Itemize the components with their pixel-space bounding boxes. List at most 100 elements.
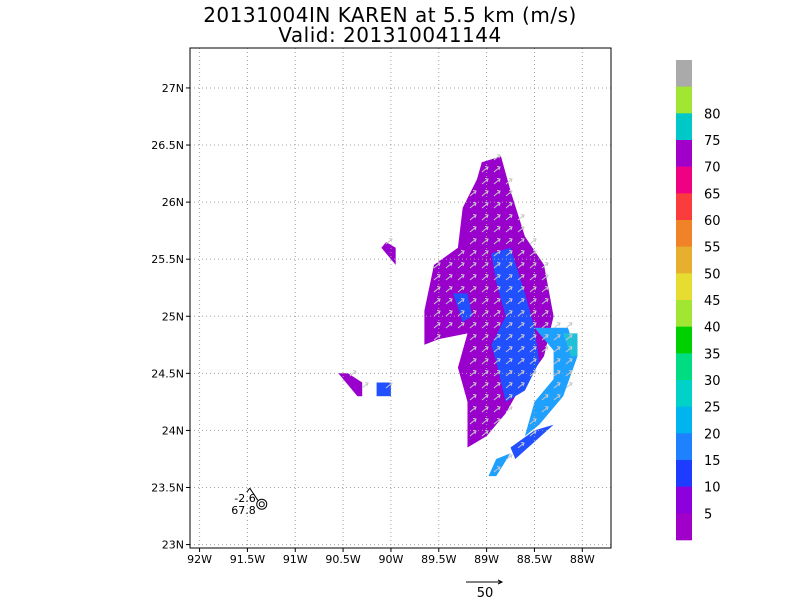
y-tick-label: 24.5N <box>151 367 184 380</box>
wind-vector <box>505 310 513 317</box>
wind-vector-head <box>556 370 561 375</box>
wind-vector-head <box>508 286 513 291</box>
colorbar-segment <box>676 60 692 87</box>
wind-vector-head <box>484 406 489 411</box>
wind-vector-head <box>508 202 513 207</box>
wind-vector <box>493 406 501 413</box>
wind-vector <box>529 274 537 281</box>
wind-vector <box>565 334 573 341</box>
wind-vector-head <box>472 298 477 303</box>
wind-vector-head <box>520 334 525 339</box>
x-tick-label: 91W <box>283 553 308 566</box>
wind-vector-head <box>472 430 477 435</box>
wind-vector <box>481 190 489 197</box>
wind-vector-head <box>556 358 561 363</box>
colorbar-segment <box>676 300 692 327</box>
wind-vector-head <box>436 322 441 327</box>
wind-vector <box>541 274 549 281</box>
wind-vector <box>541 322 549 329</box>
colorbar-segment <box>676 353 692 381</box>
wind-vector <box>493 286 501 293</box>
wind-vector-head <box>496 202 501 207</box>
wind-vector-head <box>472 190 477 195</box>
wind-vector <box>469 310 477 317</box>
wind-vector-head <box>532 262 537 267</box>
scale-arrow-head <box>497 579 504 585</box>
wind-vector <box>505 406 513 413</box>
wind-vector-head <box>568 370 573 375</box>
wind-region-3 <box>491 247 540 402</box>
wind-vector-head <box>520 274 525 279</box>
wind-vector <box>493 262 501 269</box>
wind-vector <box>505 262 513 269</box>
wind-vector-head <box>484 214 489 219</box>
wind-vector-head <box>436 262 441 267</box>
wind-vector <box>493 370 501 377</box>
wind-vector <box>481 214 489 221</box>
wind-vector-head <box>448 310 453 315</box>
wind-vector <box>493 322 501 329</box>
wind-vector <box>493 154 501 161</box>
wind-vector-head <box>484 334 489 339</box>
wind-vector <box>481 166 489 173</box>
colorbar-label: 80 <box>704 107 721 122</box>
wind-vector <box>505 190 513 197</box>
wind-vector-head <box>520 262 525 267</box>
wind-vector-head <box>520 298 525 303</box>
wind-vector <box>493 238 501 245</box>
y-tick-label: 23.5N <box>151 481 184 494</box>
wind-vector <box>553 334 561 341</box>
wind-vector <box>505 298 513 305</box>
wind-region-9 <box>453 293 473 322</box>
wind-vector-head <box>532 322 537 327</box>
wind-vector <box>505 238 513 245</box>
wind-vector <box>505 454 513 461</box>
wind-vector <box>493 334 501 341</box>
wind-vector <box>469 322 477 329</box>
wind-vector-head <box>484 430 489 435</box>
wind-vector-head <box>508 274 513 279</box>
colorbar-label: 25 <box>704 401 721 416</box>
wind-vector-head <box>496 154 501 159</box>
wind-vector <box>565 370 573 377</box>
wind-vector <box>469 406 477 413</box>
wind-vector-head <box>508 454 513 459</box>
wind-vector-head <box>472 214 477 219</box>
wind-vector-head <box>520 286 525 291</box>
wind-vector-head <box>544 346 549 351</box>
wind-vector <box>469 286 477 293</box>
y-tick-label: 24N <box>162 424 184 437</box>
wind-vector-head <box>472 238 477 243</box>
colorbar-label: 75 <box>704 134 721 149</box>
colorbar-label: 55 <box>704 241 721 256</box>
wind-vector-head <box>484 274 489 279</box>
y-tick-label: 27N <box>162 82 184 95</box>
wind-vector <box>481 238 489 245</box>
wind-vector <box>541 334 549 341</box>
wind-vector-head <box>472 394 477 399</box>
wind-vectors <box>349 154 573 473</box>
wind-vector-head <box>508 406 513 411</box>
wind-vector <box>457 274 465 281</box>
wind-vector-head <box>544 274 549 279</box>
wind-vector <box>529 346 537 353</box>
wind-vector <box>385 382 393 389</box>
x-tick-label: 92W <box>187 553 212 566</box>
wind-vector <box>553 322 561 329</box>
wind-vector-head <box>484 382 489 387</box>
wind-vector-head <box>568 346 573 351</box>
wind-vector <box>481 406 489 413</box>
wind-vector-head <box>520 250 525 255</box>
wind-vector <box>517 358 525 365</box>
wind-vector <box>481 370 489 377</box>
wind-vector-head <box>436 286 441 291</box>
wind-vector-head <box>496 238 501 243</box>
wind-vector-head <box>520 226 525 231</box>
wind-vector-head <box>508 226 513 231</box>
y-axis-ticks: 23N 23.5N 24N 24.5N 25N 25.5N 26N 26.5N 27N <box>151 82 190 552</box>
wind-vector-head <box>508 190 513 195</box>
wind-vector-head <box>568 322 573 327</box>
wind-vector-head <box>520 358 525 363</box>
wind-vector-head <box>496 262 501 267</box>
